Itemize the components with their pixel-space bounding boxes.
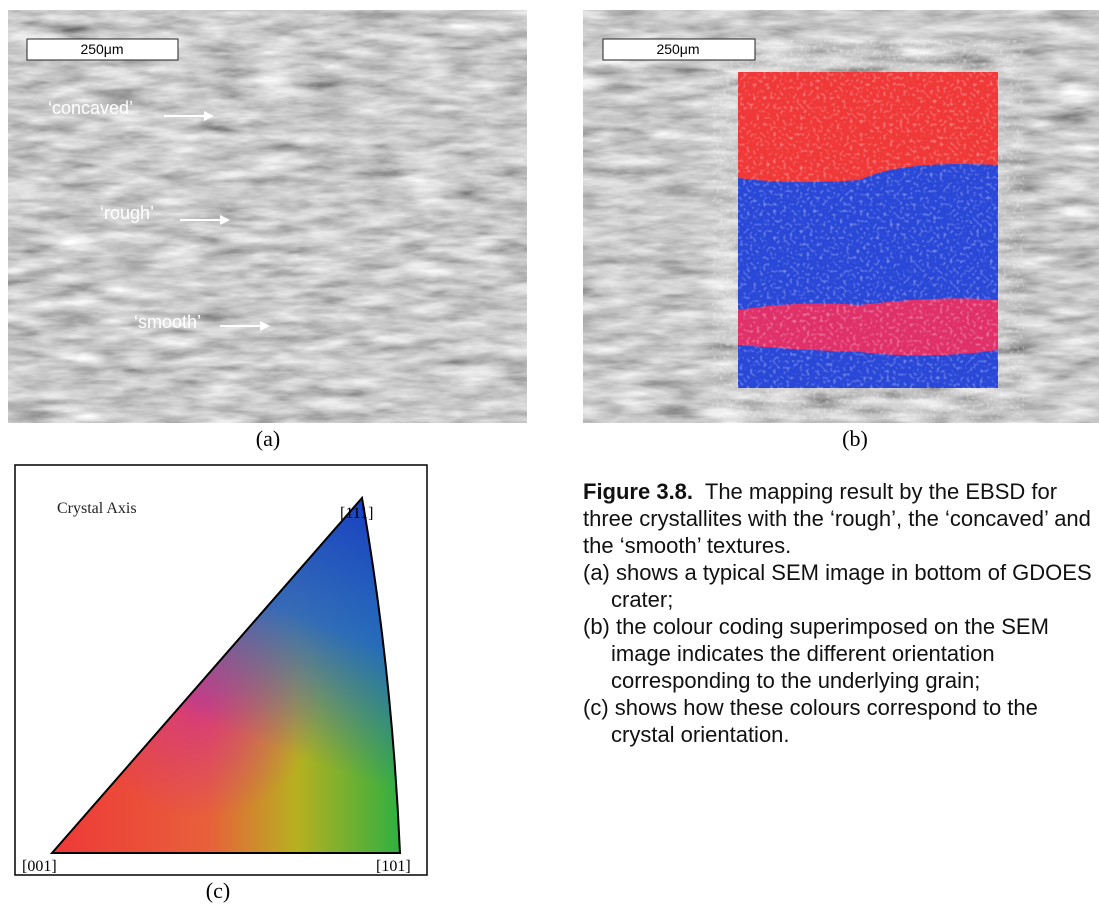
caption-text: Figure 3.8. The mapping result by the EB… [583,478,1099,559]
corner-label: [111] [340,505,373,522]
ebsd-map [738,72,998,388]
caption: Figure 3.8. The mapping result by the EB… [583,478,1099,748]
legend-title: Crystal Axis [57,500,137,517]
caption-item: (c) shows how these colours correspond t… [583,694,1099,748]
panel-label: (a) [256,426,280,451]
page: 250μm ‘concaved’ ‘rough’ ‘smooth’ (a) 25… [0,0,1099,907]
annotation: ‘rough’ [100,203,154,223]
caption-title: Figure 3.8. [583,479,693,504]
sem-image [8,10,527,423]
corner-label: [101] [376,858,411,875]
panel-label: (c) [206,878,230,903]
panel-label: (b) [842,426,868,451]
figure: 250μm ‘concaved’ ‘rough’ ‘smooth’ (a) 25… [0,0,1099,907]
scale-bar-label: 250μm [80,41,123,57]
corner-label: [001] [22,858,57,875]
annotation: ‘concaved’ [48,98,133,118]
annotation: ‘smooth’ [134,312,201,332]
caption-item: (a) shows a typical SEM image in bottom … [583,559,1099,613]
caption-item: (b) the colour coding superimposed on th… [583,613,1099,694]
scale-bar-label: 250μm [656,41,699,57]
